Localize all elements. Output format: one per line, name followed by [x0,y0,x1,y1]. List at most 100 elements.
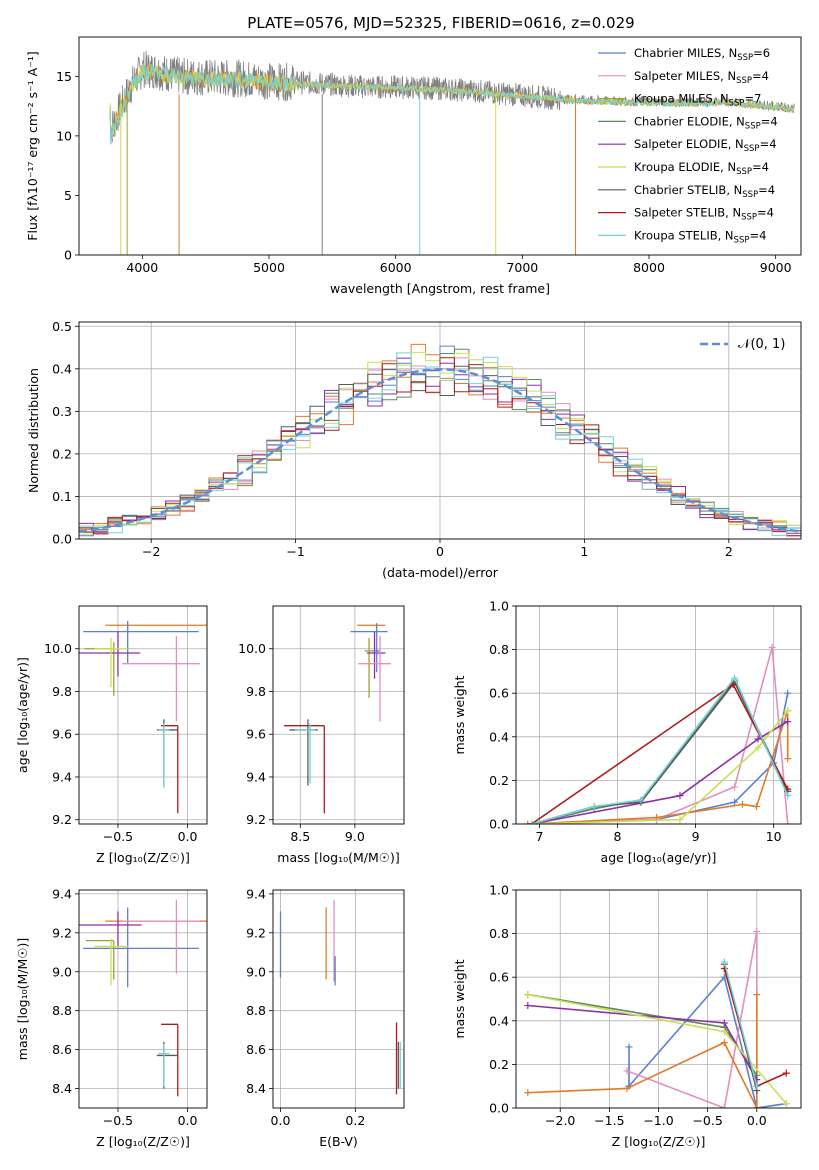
x-axis-label: Z [log₁₀(Z/Z☉)] [612,1134,706,1149]
legend-label: Salpeter STELIB, N [634,206,741,220]
y-tick-label: 8.6 [246,1042,266,1057]
plot-area [79,899,207,1097]
legend-subscript: SSP [742,190,758,200]
spectrum-model-line [109,64,795,133]
y-tick-label: 0.3 [52,404,72,419]
y-tick-label: 10.0 [238,641,266,656]
y-tick-label: 0.4 [52,361,72,376]
y-tick-label: 1.0 [489,599,509,614]
weight-point [753,1082,761,1090]
weight-point [720,1028,728,1036]
y-tick-label: 0.2 [489,1057,509,1072]
x-tick-label: 9.0 [345,829,365,844]
legend-count: =4 [761,114,778,128]
axes-frame [515,889,802,1109]
axes-frame [78,321,802,540]
y-tick-label: 8.8 [246,1003,266,1018]
x-tick-label: 1 [580,544,588,559]
y-tick-label: 9.2 [52,925,72,940]
y-tick-label: 9.8 [246,684,266,699]
y-tick-label: 9.4 [246,769,266,784]
legend-entry: Kroupa ELODIE, NSSP=4 [634,160,769,177]
y-tick-label: 9.4 [52,769,72,784]
legend-entry: Kroupa STELIB, NSSP=4 [634,228,766,245]
y-tick-label: 0.8 [489,642,509,657]
y-tick-label: 0.6 [489,686,509,701]
x-tick-label: 10 [766,829,782,844]
axes-frame [78,889,208,1109]
y-tick-label: 0.0 [489,817,509,832]
legend-subscript: SSP [729,99,745,109]
weight-point [784,792,792,800]
legend-count: =4 [752,160,769,174]
weight-point [753,1104,761,1108]
weight-point [676,792,684,800]
x-tick-label: 8 [614,829,622,844]
y-axis-label: mass [log₁₀(M/M☉)] [15,938,30,1060]
y-axis-label: Flux [fλ10⁻¹⁷ erg cm⁻² s⁻¹ A⁻¹] [25,51,40,240]
plot-area [283,623,391,814]
axes-frame [78,36,802,256]
legend-subscript: SSP [734,235,750,245]
y-tick-label: 0.2 [489,773,509,788]
weight-point [754,744,762,752]
weight-point [782,1100,790,1108]
weight-line [531,680,789,824]
x-tick-label: 7 [535,829,543,844]
legend-label: Kroupa STELIB, N [634,228,734,242]
y-axis-label: mass weight [452,675,467,754]
legend-label: Salpeter MILES, N [634,69,736,83]
x-axis-label: (data-model)/error [382,565,499,580]
x-tick-label: 9000 [760,260,792,275]
legend-label: Chabrier MILES, N [634,46,737,60]
y-tick-label: 0.8 [489,926,509,941]
x-tick-label: 5000 [253,260,285,275]
y-tick-label: 15 [56,69,72,84]
y-tick-label: 9.2 [246,812,266,827]
x-tick-label: −0.5 [692,1113,722,1128]
x-axis-label: age [log₁₀(age/yr)] [601,850,717,865]
panel-spectrum: 4000 5000 6000 7000 8000 9000 0 5 10 15 wavelength… [25,36,802,296]
weight-point [720,1039,728,1047]
y-tick-label: 9.4 [246,886,266,901]
legend-label: Chabrier STELIB, N [634,183,742,197]
legend-entry: Chabrier ELODIE, NSSP=4 [634,114,778,131]
weight-point [524,1089,532,1097]
x-tick-label: −2.0 [545,1113,575,1128]
weight-point [784,755,792,763]
weight-point [754,735,762,743]
legend-entry: Kroupa MILES, NSSP=7 [634,92,761,109]
y-tick-label: 10.0 [44,641,72,656]
legend-subscript: SSP [744,144,760,154]
panel-mass-vs-ebv: 0.0 0.2 8.4 8.6 8.8 9.0 9.2 9.4 E(B-V) [246,886,405,1149]
legend-label: Salpeter ELODIE, N [634,137,744,151]
y-tick-label: 9.8 [52,684,72,699]
spectrum-model-line [109,63,795,144]
x-tick-label: 0 [436,544,444,559]
x-tick-label: −2 [142,544,160,559]
weight-line [531,710,789,824]
y-tick-label: 8.8 [52,1003,72,1018]
weight-point [729,680,737,688]
plot-area [524,927,790,1108]
normal-pdf-curve [79,368,801,533]
y-tick-label: 9.2 [246,925,266,940]
legend-subscript: SSP [745,121,761,131]
weight-point [784,820,792,824]
y-tick-label: 9.0 [246,964,266,979]
figure-title: PLATE=0576, MJD=52325, FIBERID=0616, z=0… [247,14,634,32]
y-tick-label: 8.4 [52,1081,72,1096]
y-axis-label: age [log₁₀(age/yr)] [15,657,30,773]
weight-point [524,991,532,999]
weight-point [738,800,746,808]
x-axis-label: Z [log₁₀(Z/Z☉)] [96,850,190,865]
weight-point [784,707,792,715]
weight-line [531,678,789,824]
legend-entry: Chabrier MILES, NSSP=6 [634,46,770,63]
legend-count: =6 [753,46,770,60]
panel-age-vs-mass: 8.5 9.0 9.2 9.4 9.6 9.8 10.0 mass [log₁₀(M/M☉)] [238,605,405,865]
weight-point [625,1043,633,1051]
legend-label: Chabrier ELODIE, N [634,114,745,128]
weight-point [753,991,761,999]
legend-entry: Salpeter STELIB, NSSP=4 [634,206,774,223]
